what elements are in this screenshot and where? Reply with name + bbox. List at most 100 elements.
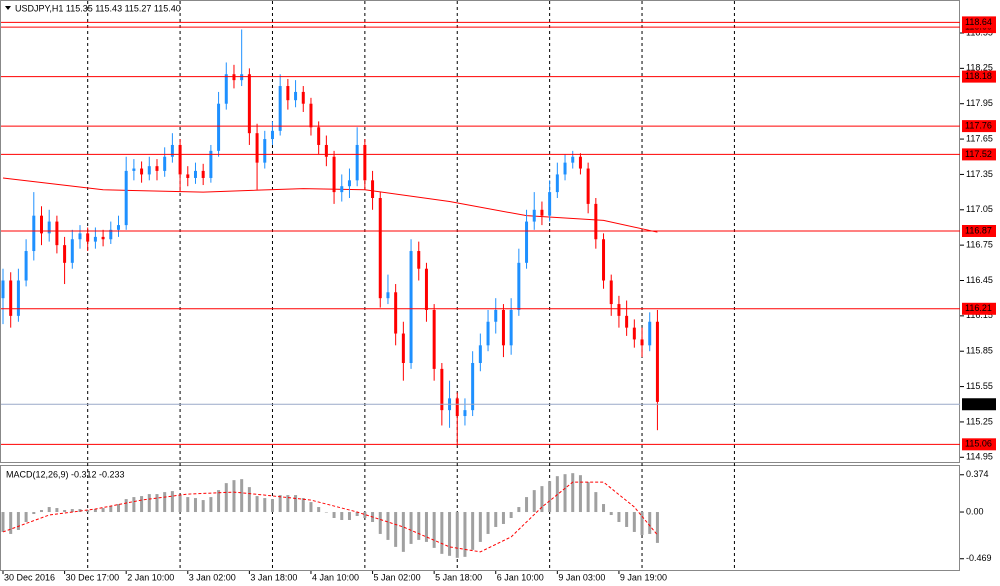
macd-bar [24, 512, 28, 522]
y-tick-label: 118.25 [966, 63, 993, 73]
macd-bar [201, 500, 205, 513]
candle-body [371, 180, 375, 198]
macd-bar [517, 507, 521, 513]
macd-bar [440, 512, 444, 554]
candle-body [509, 309, 513, 346]
macd-bar [70, 509, 74, 513]
x-tick-label: 9 Jan 19:00 [620, 572, 667, 582]
x-tick-label: 6 Jan 10:00 [497, 572, 544, 582]
candle-body [317, 127, 321, 145]
level-label: 117.52 [965, 149, 992, 159]
candle-body [640, 339, 644, 346]
macd-bar [217, 490, 221, 513]
candle-body [63, 245, 67, 263]
candle-body [532, 209, 536, 222]
candle-body [101, 236, 105, 240]
y-tick-label: 114.95 [966, 452, 993, 462]
level-label: 116.87 [965, 225, 992, 235]
candle-body [247, 74, 251, 134]
macd-bar [455, 512, 459, 558]
candle-body [548, 192, 552, 216]
candle-body [24, 251, 28, 281]
macd-bar [463, 512, 467, 557]
candle-body [394, 292, 398, 334]
candle-body [93, 236, 97, 242]
candle-body [1, 280, 5, 299]
macd-bar [47, 507, 51, 513]
macd-bar [432, 512, 436, 548]
candle-body [440, 368, 444, 411]
macd-bar [147, 494, 151, 513]
macd-bar [263, 498, 267, 513]
macd-bar [39, 510, 43, 513]
candle-body [401, 333, 405, 363]
macd-bar [548, 481, 552, 513]
macd-bar [571, 473, 575, 513]
candle-body [209, 150, 213, 178]
macd-bar [163, 492, 167, 513]
x-tick-label: 3 Jan 18:00 [250, 572, 297, 582]
level-label: 115.06 [965, 439, 992, 449]
candle-body [140, 168, 144, 175]
candle-body [178, 144, 182, 175]
candle-body [578, 156, 582, 169]
candle-body [55, 221, 59, 246]
candle-body [109, 229, 113, 240]
candle-body [263, 139, 267, 163]
y-tick-label: 117.95 [966, 98, 993, 108]
level-label: 118.18 [965, 71, 992, 81]
macd-bar [224, 483, 228, 513]
macd-bar [532, 490, 536, 513]
macd-bar [93, 509, 97, 513]
candle-body [602, 239, 606, 281]
candle-body [478, 345, 482, 363]
macd-bar [409, 512, 413, 544]
macd-bar [294, 495, 298, 513]
candle-body [286, 86, 290, 101]
macd-bar [16, 512, 20, 530]
level-label: 116.21 [965, 303, 992, 313]
candle-body [332, 156, 336, 193]
macd-bar [394, 512, 398, 547]
macd-bar [424, 512, 428, 542]
candle-body [563, 162, 567, 175]
macd-bar [86, 510, 90, 513]
macd-bar [278, 495, 282, 513]
level-label-box [962, 225, 996, 237]
candle-body [555, 174, 559, 193]
y-tick-label: 117.05 [966, 204, 993, 214]
x-tick-label: 30 Dec 2016 [4, 572, 55, 582]
candle-body [586, 168, 590, 204]
candle-body [455, 398, 459, 417]
macd-bar [648, 512, 652, 534]
candle-body [124, 170, 128, 226]
macd-bar [563, 474, 567, 513]
candle-body [417, 251, 421, 269]
candle-body [163, 156, 167, 171]
y-tick-label: 117.65 [966, 133, 993, 143]
macd-bar [247, 487, 251, 513]
candle-body [340, 186, 344, 193]
macd-bar [448, 512, 452, 556]
candle-body [16, 280, 20, 316]
candle-body [155, 166, 159, 171]
y-tick-label: 115.85 [966, 346, 993, 356]
macd-bar [255, 496, 259, 513]
y-tick-label: 0.374 [966, 469, 989, 479]
candle-body [47, 221, 51, 234]
candle-body [517, 262, 521, 310]
candle-body [270, 130, 274, 140]
candle-body [116, 225, 120, 230]
macd-bar [401, 512, 405, 552]
macd-bar [101, 508, 105, 513]
x-tick-label: 5 Jan 18:00 [435, 572, 482, 582]
macd-bar [270, 499, 274, 513]
candle-body [32, 215, 36, 252]
candle-body [594, 203, 598, 240]
x-tick-label: 30 Dec 17:00 [66, 572, 120, 582]
macd-bar [478, 512, 482, 542]
chart-title: USDJPY,H1 115.35 115.43 115.27 115.40 [15, 3, 181, 13]
candle-body [486, 321, 490, 346]
x-tick-label: 2 Jan 10:00 [127, 572, 174, 582]
candle-body [193, 170, 197, 178]
